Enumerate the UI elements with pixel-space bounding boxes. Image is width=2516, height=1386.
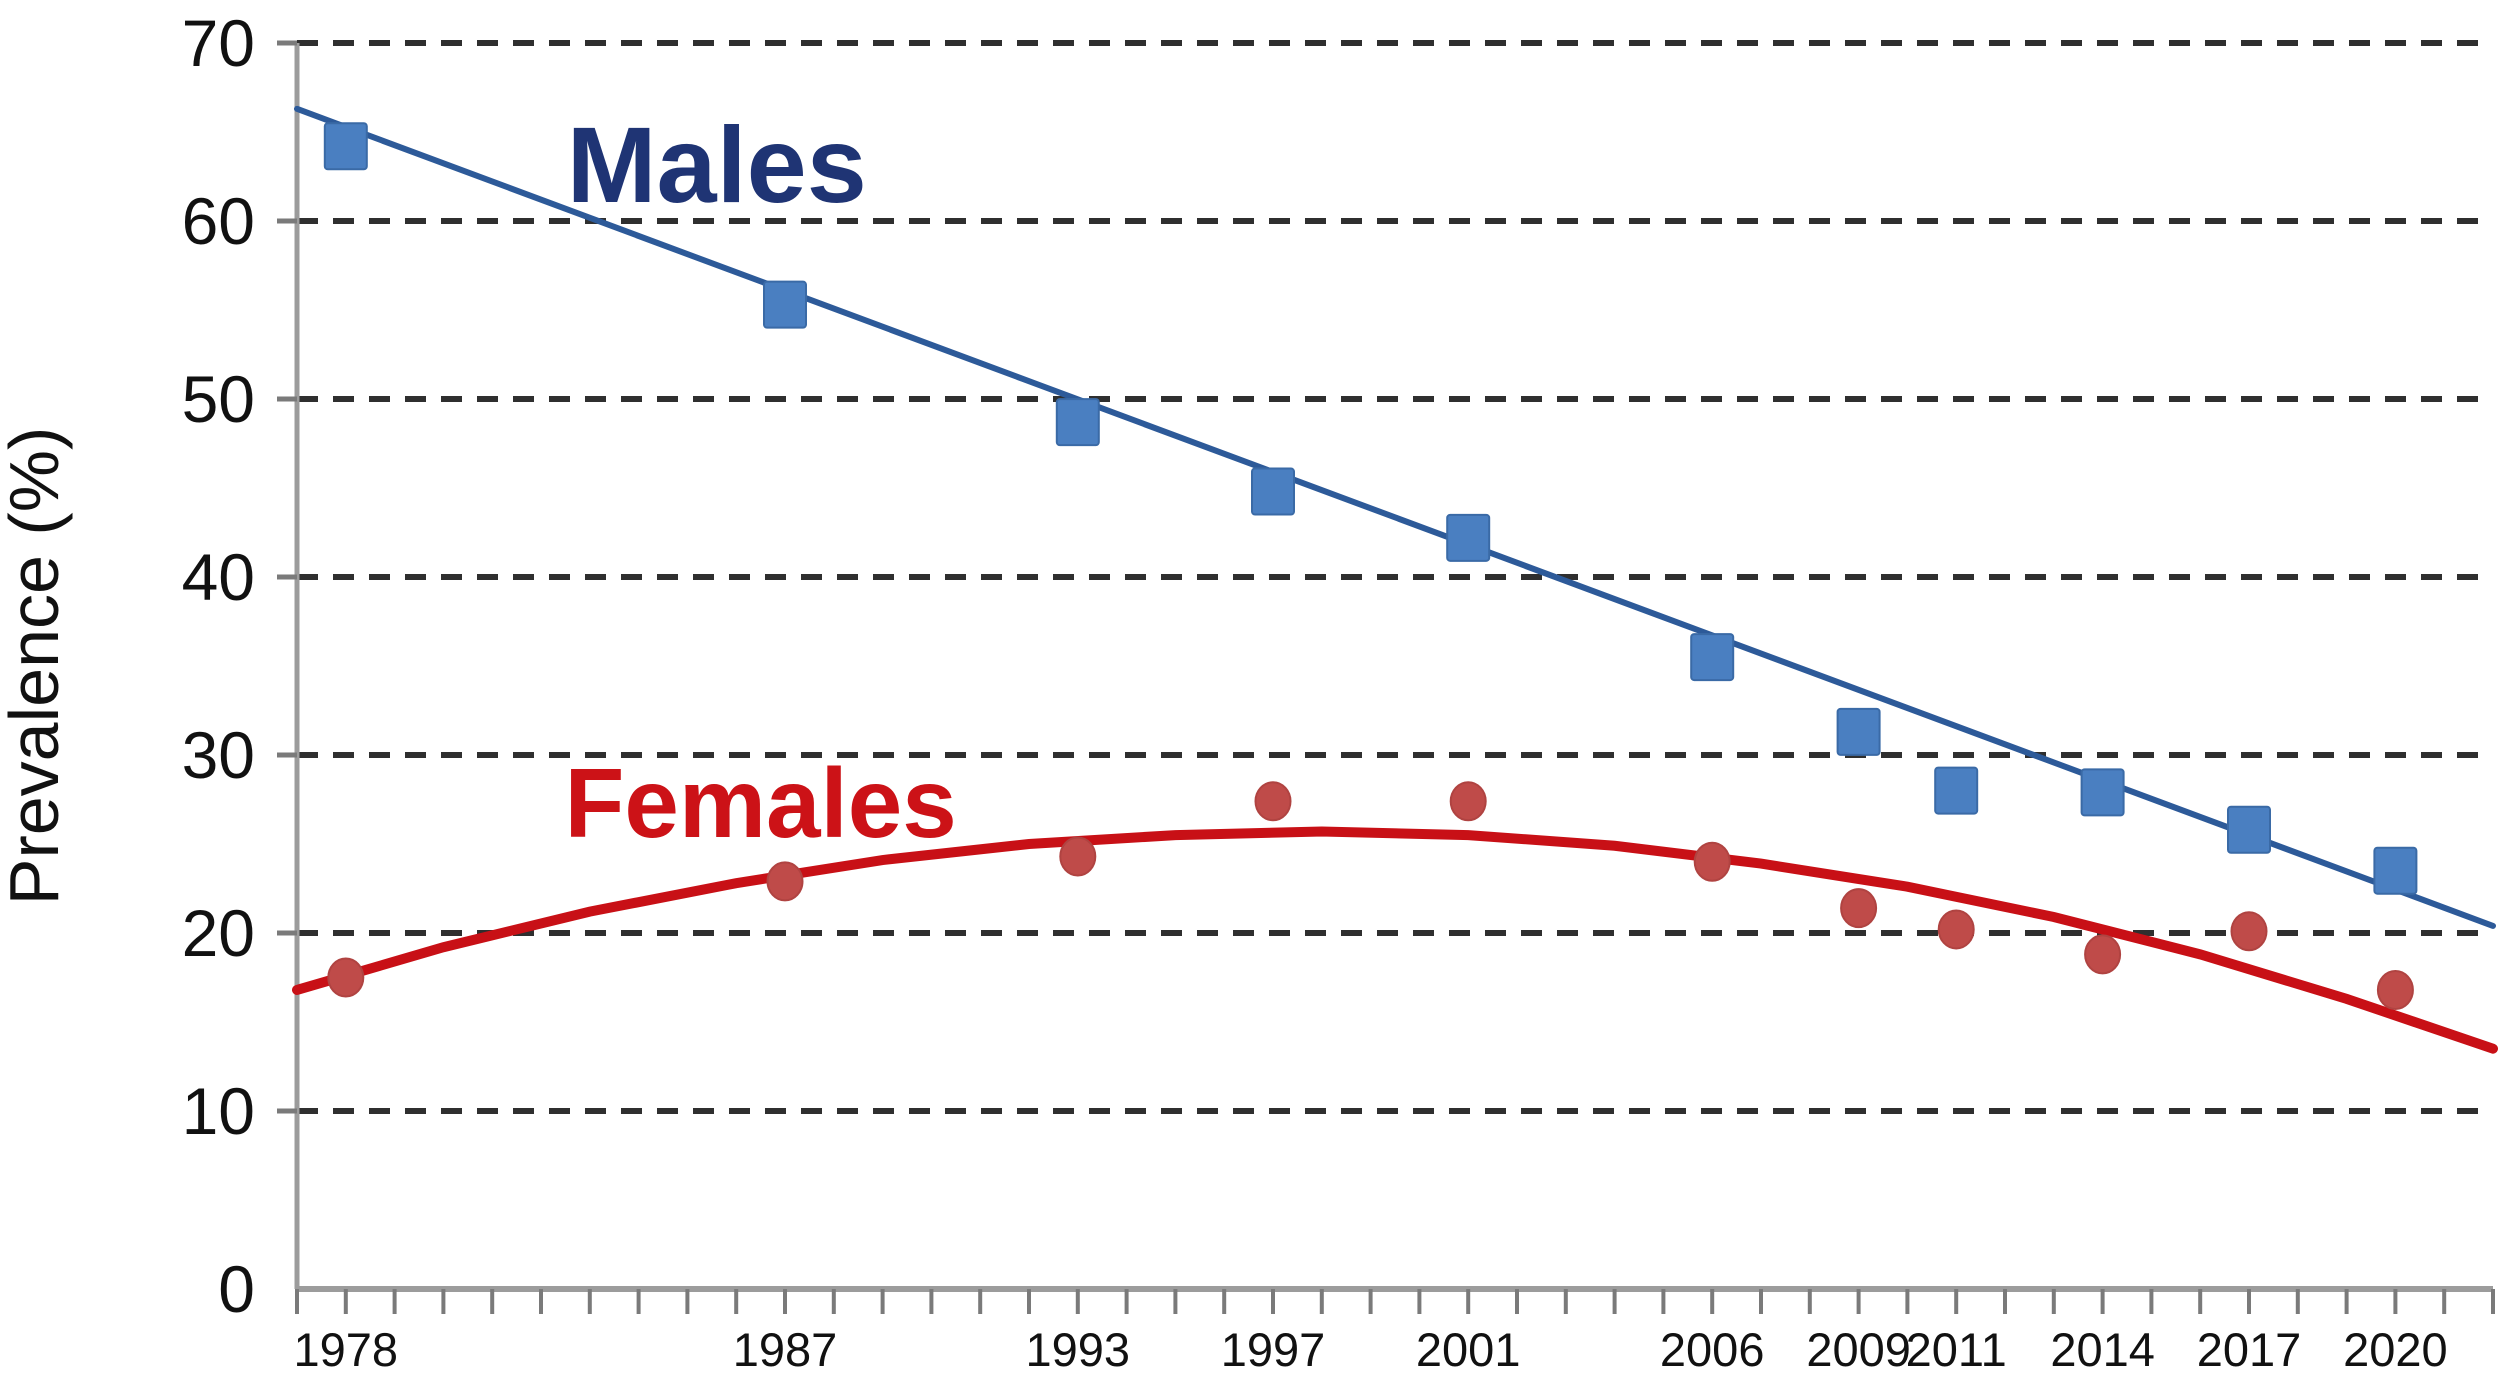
male-data-point	[2373, 846, 2418, 895]
x-tick-label: 1997	[1221, 1323, 1326, 1376]
x-tick-label: 1978	[294, 1323, 399, 1376]
x-tick-label: 1993	[1026, 1323, 1131, 1376]
female-data-point	[766, 861, 804, 902]
y-tick-label: 10	[182, 1074, 255, 1148]
female-data-point	[327, 957, 365, 998]
male-data-point	[1055, 398, 1100, 447]
y-tick-label: 40	[182, 540, 255, 614]
tick-labels-layer: 0 10 20 30 40 50 60 70 1978 1987 1993 1997 2001 2006 2…	[182, 6, 2448, 1376]
x-tick-label: 1987	[733, 1323, 838, 1376]
x-tick-label: 2006	[1660, 1323, 1765, 1376]
x-tick-label: 2014	[2050, 1323, 2155, 1376]
female-data-point	[2230, 911, 2268, 952]
y-axis-title: Prevalence (%)	[0, 427, 73, 906]
male-data-point	[323, 122, 368, 171]
female-data-point	[1693, 841, 1731, 882]
males-series-label: Males	[567, 104, 867, 225]
x-tick-label: 2020	[2343, 1323, 2448, 1376]
female-data-point	[1254, 781, 1292, 822]
axes-layer	[294, 43, 2493, 1292]
ticks-layer	[277, 40, 2495, 1314]
y-tick-label: 0	[218, 1252, 255, 1326]
males-trendline	[294, 105, 2496, 929]
male-data-point	[2227, 805, 2271, 854]
y-tick-label: 30	[182, 718, 255, 792]
female-data-point	[1449, 781, 1487, 822]
y-tick-label: 70	[182, 6, 255, 80]
male-data-point	[1446, 513, 1491, 562]
female-data-point	[1937, 909, 1975, 950]
females-series-label: Females	[564, 748, 956, 858]
female-data-point	[2084, 934, 2122, 975]
female-data-point	[1059, 836, 1097, 877]
y-tick-label: 50	[182, 362, 255, 436]
gridlines-layer	[297, 40, 2489, 1114]
y-tick-label: 20	[182, 896, 255, 970]
female-data-point	[1840, 888, 1878, 929]
trendlines-layer	[292, 105, 2498, 1054]
female-data-point	[2376, 969, 2414, 1010]
x-tick-label: 2009	[1806, 1323, 1911, 1376]
y-tick-label: 60	[182, 184, 255, 258]
male-data-point	[1251, 467, 1295, 516]
male-data-point	[1836, 707, 1881, 756]
male-data-point	[763, 280, 807, 329]
x-tick-label: 2011	[1906, 1323, 2007, 1376]
x-tick-label: 2001	[1416, 1323, 1521, 1376]
data-points-layer	[323, 122, 2418, 1010]
females-trendline	[292, 826, 2498, 1054]
axis-title-layer: Prevalence (%)	[0, 427, 73, 906]
series-labels-layer: Males Females	[564, 104, 956, 858]
x-tick-label: 2017	[2197, 1323, 2302, 1376]
male-data-point	[1690, 633, 1735, 682]
male-data-point	[2080, 768, 2125, 817]
male-data-point	[1934, 766, 1979, 815]
